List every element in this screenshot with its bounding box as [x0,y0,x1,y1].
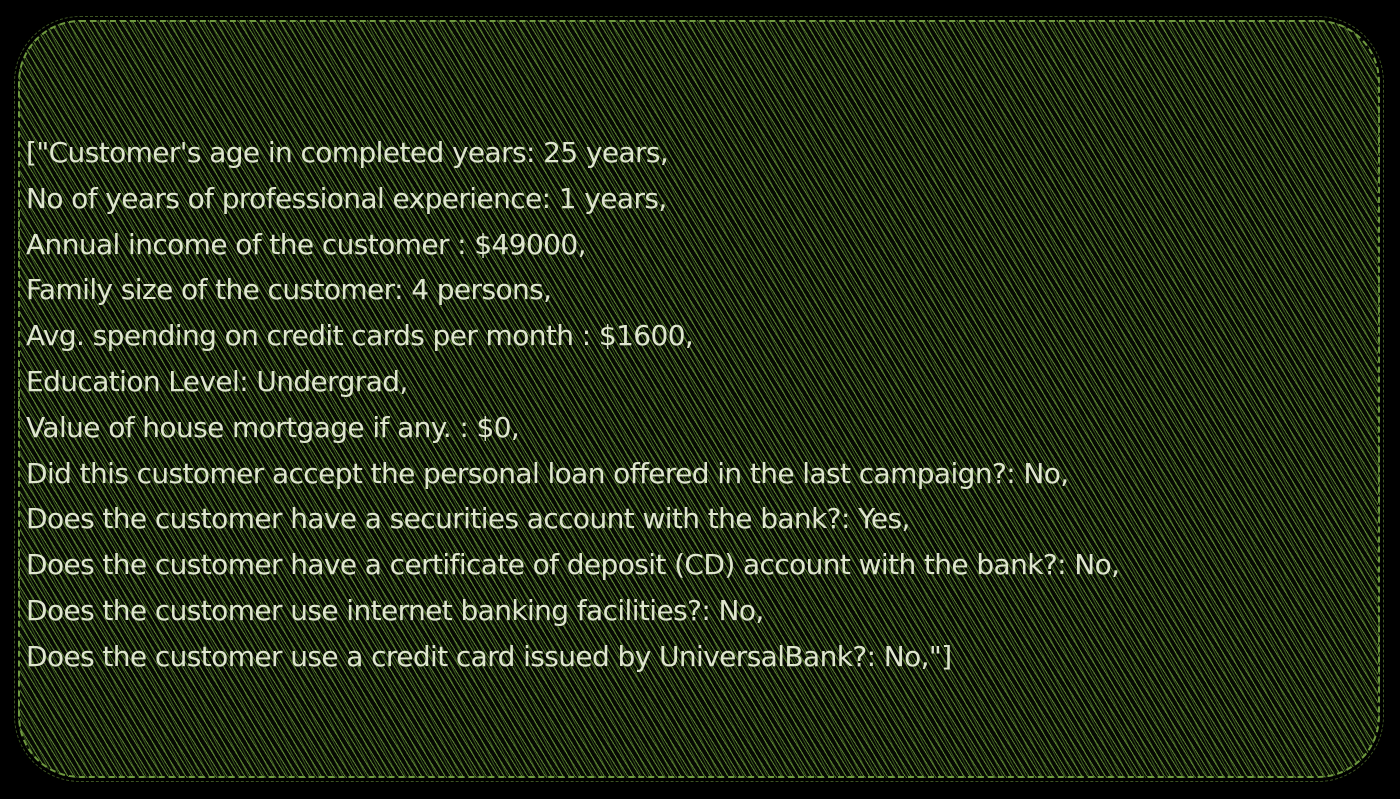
line-online-banking: Does the customer use internet banking f… [26,593,764,627]
line-income: Annual income of the customer : $49000, [26,227,587,261]
line-mortgage: Value of house mortgage if any. : $0, [26,410,520,444]
line-age: ["Customer's age in completed years: 25 … [26,136,669,169]
line-family-size: Family size of the customer: 4 persons, [26,273,552,307]
line-education: Education Level: Undergrad, [26,364,408,398]
customer-attributes-list: ["Customer's age in completed years: 25 … [26,130,1366,680]
line-personal-loan: Did this customer accept the personal lo… [26,456,1069,490]
line-credit-card-spending: Avg. spending on credit cards per month … [26,319,694,353]
customer-info-card: ["Customer's age in completed years: 25 … [18,20,1380,778]
line-credit-card: Does the customer use a credit card issu… [26,639,952,673]
line-cd-account: Does the customer have a certificate of … [26,548,1120,582]
line-experience: No of years of professional experience: … [26,181,667,215]
line-securities-account: Does the customer have a securities acco… [26,502,910,536]
